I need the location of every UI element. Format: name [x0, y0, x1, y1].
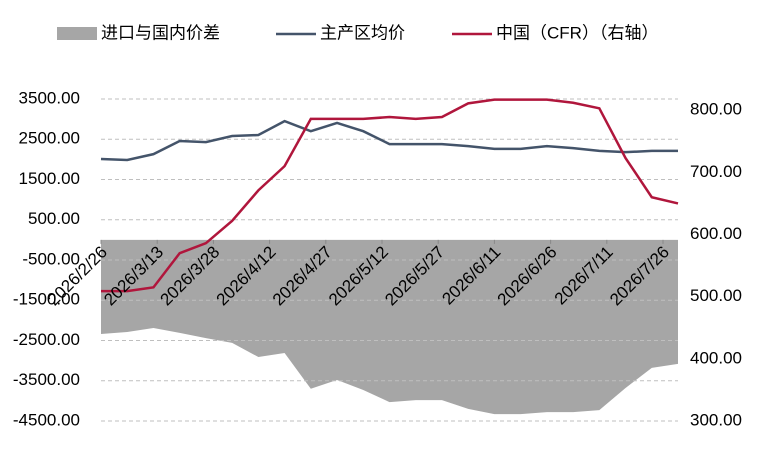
legend-label: 进口与国内价差 — [101, 23, 220, 42]
y-tick-label: 3500.00 — [19, 88, 80, 107]
y-tick-label: 1500.00 — [19, 169, 80, 188]
legend-swatch — [57, 27, 97, 40]
y-tick-label: -500.00 — [22, 249, 80, 268]
y-tick-label: 500.00 — [28, 209, 80, 228]
y2-tick-label: 500.00 — [690, 286, 742, 305]
legend-label: 中国（CFR）（右轴） — [496, 23, 658, 42]
y-tick-label: -4500.00 — [13, 410, 80, 429]
y-tick-label: -3500.00 — [13, 370, 80, 389]
y2-tick-label: 800.00 — [690, 100, 742, 119]
y-tick-label: -1500.00 — [13, 290, 80, 309]
y2-tick-label: 400.00 — [690, 348, 742, 367]
grid-layer — [100, 98, 678, 422]
legend-label: 主产区均价 — [320, 23, 405, 42]
y-tick-label: 2500.00 — [19, 129, 80, 148]
line — [101, 98, 679, 293]
y-tick-label: -2500.00 — [13, 330, 80, 349]
y2-tick-label: 300.00 — [690, 410, 742, 429]
y2-tick-label: 700.00 — [690, 162, 742, 181]
area-layer — [101, 239, 678, 415]
line-layer — [100, 98, 679, 293]
y2-tick-label: 600.00 — [690, 224, 742, 243]
line — [100, 119, 678, 162]
area — [101, 239, 678, 415]
